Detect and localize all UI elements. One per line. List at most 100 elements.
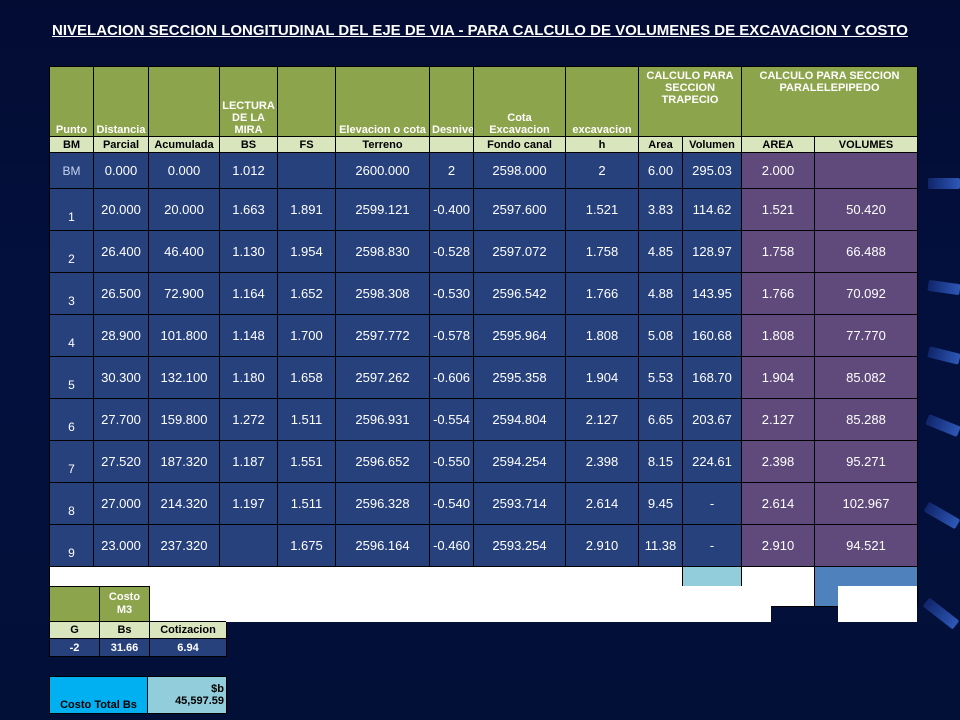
table-cell: 1.904 [741,356,815,399]
table-cell: 30.300 [93,356,149,399]
header-desnivel: Desnivel [429,83,474,137]
table-cell: 102.967 [814,482,918,525]
table-cell: -0.460 [429,524,474,567]
table-cell: -0.530 [429,272,474,315]
table-cell: 168.70 [682,356,742,399]
costo-total-label: Costo Total Bs [49,676,148,714]
table-cell: 2596.931 [335,398,430,441]
costo-total-prefix: $b [211,683,224,695]
punto-cell: 2 [49,230,94,273]
decor-stripe [922,597,960,630]
table-cell: 2.614 [741,482,815,525]
table-cell: 77.770 [814,314,918,357]
table-cell: - [682,482,742,525]
costo-total-table: Costo Total Bs $b 45,597.59 [49,676,227,714]
table-cell: 2 [429,152,474,189]
small-value-cotizacion: 6.94 [149,638,227,657]
table-cell: -0.540 [429,482,474,525]
decor-stripe [928,178,960,189]
table-cell: 2596.164 [335,524,430,567]
table-cell: - [682,524,742,567]
table-cell: 101.800 [148,314,220,357]
white-band [226,586,771,622]
table-row: 1 20.000 20.000 1.663 1.891 2599.121 -0.400 259… [49,188,918,231]
table-cell [814,152,918,189]
table-cell: 295.03 [682,152,742,189]
punto-cell: 8 [49,482,94,525]
table-cell: 1.675 [277,524,336,567]
table-cell: 2.398 [741,440,815,483]
table-cell: 1.954 [277,230,336,273]
table-cell: 114.62 [682,188,742,231]
table-cell [219,524,278,567]
table-cell: 2593.714 [473,482,566,525]
table-cell: 2.127 [741,398,815,441]
table-body: BM 0.000 0.000 1.012 2600.000 2 2598.000 2 6.00 2… [49,152,918,567]
cost-params-table: Costo M3 G Bs Cotizacion -2 31.66 6.94 [49,586,227,657]
table-cell: 2598.830 [335,230,430,273]
table-row: BM 0.000 0.000 1.012 2600.000 2 2598.000 2 6.00 2… [49,152,918,189]
table-cell: 2597.772 [335,314,430,357]
table-cell: 159.800 [148,398,220,441]
table-cell: 1.521 [565,188,639,231]
subheader-cell: Volumen [682,136,742,153]
table-cell: 2598.000 [473,152,566,189]
table-cell: 2595.358 [473,356,566,399]
subheader-cell: Acumulada [148,136,220,153]
punto-cell: 5 [49,356,94,399]
table-cell: 1.904 [565,356,639,399]
table-cell: 72.900 [148,272,220,315]
table-cell: 0.000 [93,152,149,189]
small-header-g: G [49,621,100,639]
table-cell: 237.320 [148,524,220,567]
table-cell: 1.758 [565,230,639,273]
table-cell: -0.400 [429,188,474,231]
table-cell: 70.092 [814,272,918,315]
table-cell: 1.164 [219,272,278,315]
table-cell: 28.900 [93,314,149,357]
table-cell: 1.148 [219,314,278,357]
table-cell: 66.488 [814,230,918,273]
table-cell: 27.520 [93,440,149,483]
subheader-cell: BS [219,136,278,153]
table-cell: 4.88 [638,272,683,315]
table-cell: 1.808 [741,314,815,357]
table-cell: 2596.542 [473,272,566,315]
table-cell: 1.197 [219,482,278,525]
table-cell: 2594.804 [473,398,566,441]
table-cell: 1.663 [219,188,278,231]
subheader-cell: BM [49,136,94,153]
header-elevacion: Elevacion o cota [335,83,430,137]
table-cell: 2596.652 [335,440,430,483]
decor-stripe [925,414,960,437]
header-row-main: Punto Distancia LECTURA DE LA MIRA Eleva… [49,83,918,137]
table-cell: -0.554 [429,398,474,441]
subheader-cell: Fondo canal [473,136,566,153]
table-cell: 46.400 [148,230,220,273]
table-cell: 2594.254 [473,440,566,483]
decor-stripe [923,501,960,530]
subheader-cell: Parcial [93,136,149,153]
table-cell: 1.272 [219,398,278,441]
table-cell: 2.398 [565,440,639,483]
table-cell: 2.614 [565,482,639,525]
small-header-bs: Bs [99,621,150,639]
table-row: 2 26.400 46.400 1.130 1.954 2598.830 -0.528 259… [49,230,918,273]
costo-m3-label: Costo M3 [99,586,150,622]
subheader-cell: VOLUMES [814,136,918,153]
header-cota: Cota Excavacion [473,83,566,137]
table-cell: 6.00 [638,152,683,189]
costo-total-value-cell: $b 45,597.59 [147,676,227,714]
table-cell: 5.53 [638,356,683,399]
header-excavacion: excavacion [565,83,639,137]
table-cell: 0.000 [148,152,220,189]
small-header-cotizacion: Cotizacion [149,621,227,639]
table-cell: 26.400 [93,230,149,273]
header-calculo-paralelepipedo: CALCULO PARA SECCION PARALELEPIPEDO [741,66,918,137]
table-cell: 1.766 [565,272,639,315]
white-band-right [838,586,917,622]
table-cell: 1.766 [741,272,815,315]
table-cell: 5.08 [638,314,683,357]
table-cell: 2 [565,152,639,189]
table-row: 3 26.500 72.900 1.164 1.652 2598.308 -0.530 259… [49,272,918,315]
